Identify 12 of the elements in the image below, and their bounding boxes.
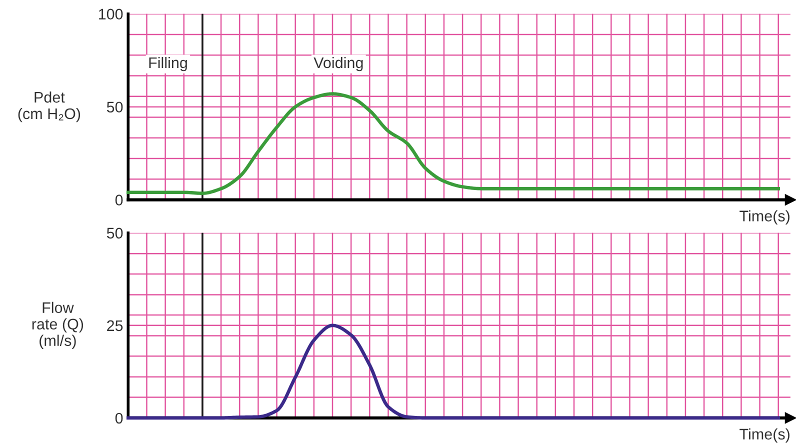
annotation: Filling — [149, 56, 187, 72]
y-tick-label: 25 — [107, 320, 123, 332]
annotation: Voiding — [314, 56, 363, 72]
x-axis-title: Time(s) — [740, 428, 790, 443]
y-axis-title: Pdet (cm H₂O) — [18, 91, 80, 122]
y-axis-title: Flow rate (Q) (ml/s) — [32, 302, 84, 349]
y-tick-label: 0 — [115, 412, 123, 424]
y-tick-label: 100 — [98, 8, 123, 20]
y-tick-label: 50 — [106, 228, 123, 239]
y-tick-label: 0 — [115, 194, 123, 206]
y-tick-label: 50 — [106, 102, 123, 113]
x-axis-title: Time(s) — [740, 210, 790, 224]
